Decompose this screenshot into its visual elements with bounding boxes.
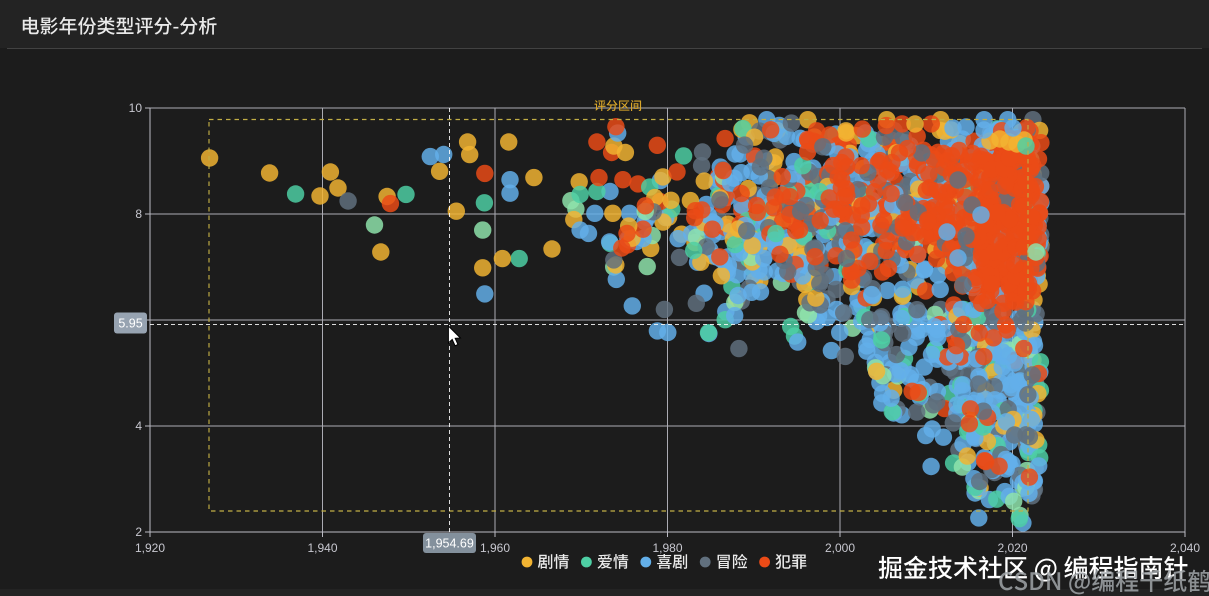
svg-text:1,920: 1,920 <box>135 541 165 555</box>
svg-text:1,940: 1,940 <box>307 541 337 555</box>
svg-text:10: 10 <box>129 101 143 115</box>
svg-text:2,040: 2,040 <box>1170 541 1200 555</box>
svg-text:2,020: 2,020 <box>997 541 1027 555</box>
svg-text:2,000: 2,000 <box>825 541 855 555</box>
svg-text:2: 2 <box>135 525 142 539</box>
svg-text:8: 8 <box>135 207 142 221</box>
svg-text:1,960: 1,960 <box>480 541 510 555</box>
svg-text:4: 4 <box>135 419 142 433</box>
svg-text:1,980: 1,980 <box>652 541 682 555</box>
svg-text:1,954.69: 1,954.69 <box>425 537 474 551</box>
svg-text:5.95: 5.95 <box>118 317 142 331</box>
